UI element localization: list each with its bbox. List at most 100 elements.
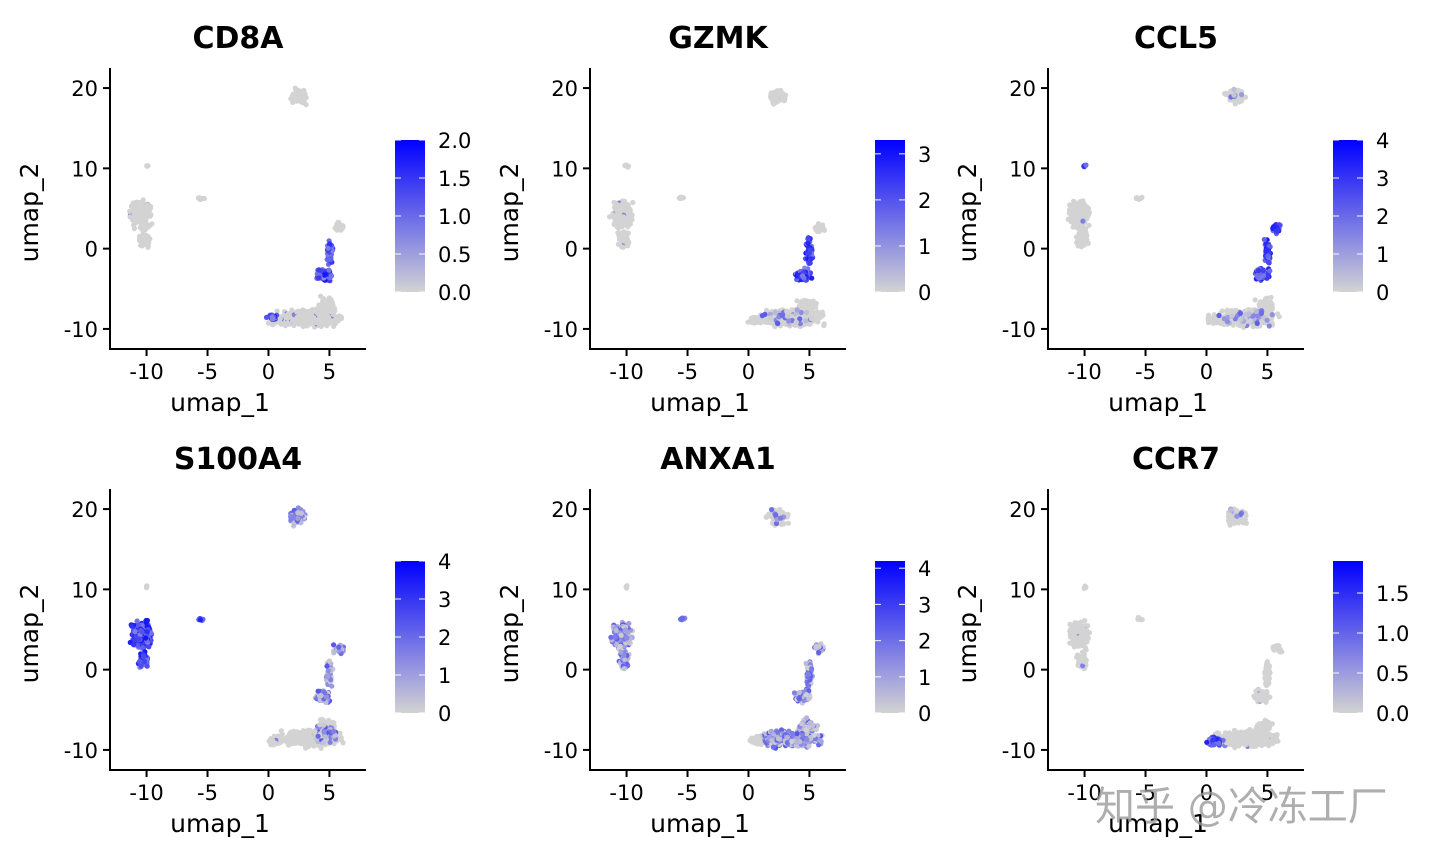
cell-point: [134, 618, 140, 624]
x-tick-label: 5: [323, 360, 336, 384]
y-tick-label: -10: [64, 739, 98, 763]
cell-point: [624, 635, 630, 641]
cell-point: [1206, 312, 1212, 318]
cell-point: [1265, 259, 1271, 265]
cell-point: [800, 273, 806, 279]
cell-point: [335, 317, 341, 324]
cell-point: [295, 510, 301, 516]
cell-point: [302, 316, 308, 322]
cell-point: [318, 693, 324, 699]
cell-point: [138, 223, 144, 229]
cell-point: [794, 307, 800, 313]
cell-point: [1066, 207, 1073, 213]
x-tick-label: -5: [677, 360, 698, 384]
cell-point: [294, 309, 300, 315]
cell-point: [143, 635, 149, 641]
x-axis-label: umap_1: [170, 809, 270, 838]
y-tick-label: -10: [544, 318, 578, 342]
cell-point: [326, 717, 332, 724]
cell-point: [290, 91, 296, 97]
colorbar-tick-label: 1: [918, 235, 931, 259]
cell-point: [305, 738, 312, 744]
y-tick-label: -10: [64, 318, 98, 342]
cell-point: [1076, 210, 1082, 216]
cell-point: [140, 197, 146, 203]
scatter-points: [607, 87, 828, 330]
cell-point: [807, 247, 813, 253]
cell-point: [1086, 222, 1092, 228]
cell-point: [294, 314, 300, 320]
cell-point: [816, 315, 822, 321]
cell-point: [330, 728, 336, 735]
cell-point: [315, 688, 321, 694]
cell-point: [310, 306, 316, 313]
cell-point: [1238, 316, 1244, 322]
cell-point: [1074, 215, 1080, 221]
colorbar-tick-label: 1.5: [438, 167, 471, 191]
cell-point: [1269, 312, 1275, 318]
x-axis-label: umap_1: [1108, 388, 1208, 417]
cell-point: [1254, 320, 1260, 326]
cell-point: [325, 668, 331, 674]
x-tick-label: -10: [129, 781, 163, 805]
cell-point: [777, 506, 783, 513]
cell-point: [286, 314, 292, 320]
cell-point: [297, 321, 303, 327]
cell-point: [274, 308, 280, 314]
panel-title: ANXA1: [660, 442, 776, 477]
cell-point: [1275, 311, 1281, 317]
cell-point: [270, 738, 276, 744]
y-axis-label: umap_2: [495, 163, 524, 263]
x-tick-label: 0: [1200, 360, 1213, 384]
cell-point: [325, 674, 331, 680]
cell-point: [336, 227, 342, 233]
cell-point: [624, 216, 630, 223]
cell-point: [613, 201, 620, 207]
cell-point: [627, 207, 633, 213]
cell-point: [1262, 301, 1268, 307]
cell-point: [622, 204, 628, 210]
cell-point: [196, 195, 202, 201]
cell-point: [1233, 307, 1239, 313]
cell-point: [303, 321, 309, 327]
cell-point: [132, 629, 138, 635]
cell-point: [1070, 224, 1076, 230]
colorbar-tick-label: 4: [1376, 129, 1389, 153]
cell-point: [136, 636, 142, 642]
cell-point: [132, 212, 138, 219]
cell-point: [311, 314, 317, 321]
cell-point: [1080, 218, 1086, 224]
x-tick-label: -5: [197, 781, 218, 805]
cell-point: [781, 96, 787, 102]
cell-point: [1246, 311, 1252, 317]
cell-point: [331, 650, 337, 656]
cell-point: [615, 221, 621, 227]
cell-point: [144, 202, 150, 208]
cell-point: [793, 319, 799, 325]
cell-point: [1213, 320, 1219, 326]
colorbar-tick-label: 2.0: [438, 129, 471, 153]
cell-point: [127, 214, 133, 220]
cell-point: [613, 627, 619, 634]
cell-point: [1239, 92, 1245, 98]
cell-point: [821, 321, 827, 327]
cell-point: [819, 309, 825, 315]
cell-point: [326, 267, 332, 273]
colorbar-tick-label: 0.0: [438, 281, 471, 305]
colorbar-tick-label: 0: [1376, 281, 1389, 305]
x-tick-label: 0: [742, 360, 755, 384]
cell-point: [295, 515, 301, 522]
cell-point: [290, 318, 296, 324]
y-tick-label: 20: [1009, 77, 1036, 101]
cell-point: [1229, 313, 1235, 319]
y-axis-label: umap_2: [15, 584, 44, 684]
cell-point: [1261, 236, 1267, 243]
cell-point: [146, 644, 152, 650]
cell-point: [808, 256, 814, 262]
cell-point: [297, 90, 303, 96]
